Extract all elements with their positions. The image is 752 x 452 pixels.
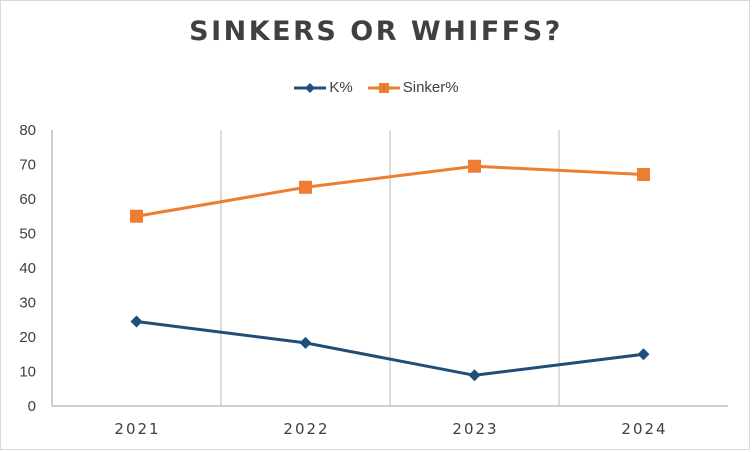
data-point-sinker — [468, 159, 481, 173]
y-tick-label: 20 — [19, 329, 36, 346]
chart-title: SINKERS OR WHIFFS? — [189, 16, 563, 47]
y-tick-label: 30 — [19, 295, 36, 312]
series-line-sinker — [136, 164, 644, 218]
y-tick-label: 70 — [19, 157, 36, 174]
data-point-sinker — [637, 168, 650, 182]
legend-label-sinker: Sinker% — [402, 79, 459, 96]
series-line-k — [136, 319, 644, 377]
data-point-k — [130, 315, 143, 328]
legend-marker-k — [294, 82, 327, 93]
legend-item-sinker: Sinker% — [367, 79, 459, 96]
y-tick-label: 40 — [19, 260, 36, 277]
x-tick-label: 2022 — [283, 420, 329, 438]
y-tick-label: 80 — [19, 122, 36, 139]
data-point-sinker — [299, 180, 312, 194]
chart-legend: K% Sinker% — [0, 79, 752, 96]
y-tick-label: 50 — [19, 226, 36, 243]
y-tick-label: 0 — [28, 398, 36, 415]
y-tick-label: 60 — [19, 191, 36, 208]
x-tick-label: 2023 — [452, 420, 498, 438]
y-tick-label: 10 — [19, 364, 36, 381]
legend-label-k: K% — [329, 79, 353, 96]
x-tick-label: 2021 — [114, 420, 160, 438]
legend-item-k: K% — [293, 79, 353, 96]
x-tick-label: 2024 — [621, 420, 667, 438]
data-point-sinker — [130, 209, 143, 223]
legend-marker-sinker — [367, 82, 400, 93]
data-point-k — [468, 369, 481, 382]
data-point-k — [637, 348, 650, 361]
data-point-k — [299, 336, 312, 349]
